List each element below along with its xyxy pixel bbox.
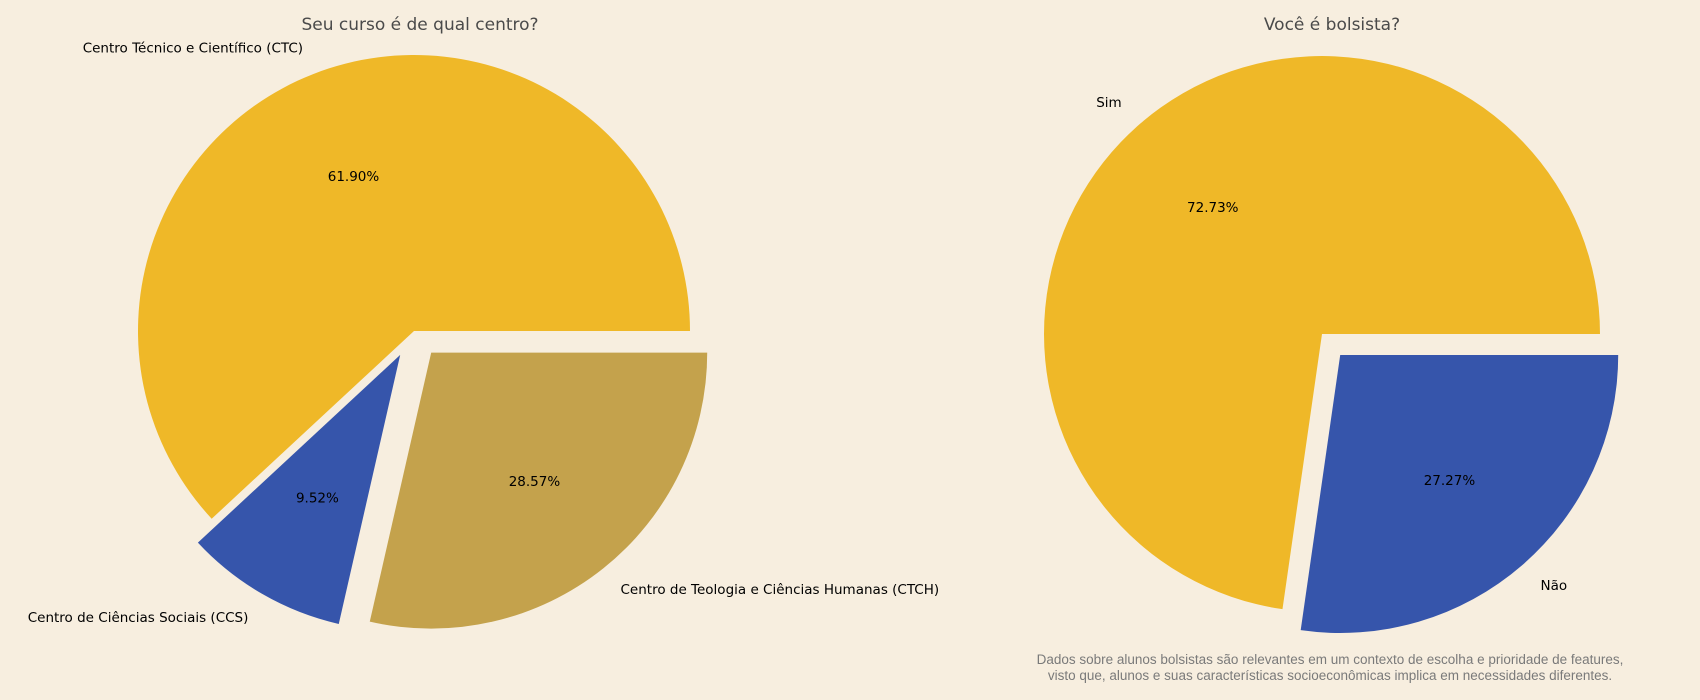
pct-label-bolsista-sim: 72.73% bbox=[1187, 200, 1239, 216]
pct-label-centro-centro-de-teologia-e-ciencias-humanas-ctch: 28.57% bbox=[509, 474, 561, 490]
pie-slice-centro-centro-de-ciencias-sociais-ccs bbox=[197, 354, 401, 624]
pie-chart-centro: 61.90% Centro Técnico e Científico (CTC) 9… bbox=[28, 15, 939, 629]
slice-label-centro-centro-tecnico-e-cientifico-ctc: Centro Técnico e Científico (CTC) bbox=[83, 40, 303, 56]
pct-label-bolsista-nao: 27.27% bbox=[1424, 473, 1476, 489]
pct-label-centro-centro-de-ciencias-sociais-ccs: 9.52% bbox=[296, 490, 339, 506]
pie-slice-bolsista-sim bbox=[1044, 56, 1600, 610]
chart-title-centro: Seu curso é de qual centro? bbox=[301, 15, 538, 35]
footnote: Dados sobre alunos bolsistas são relevan… bbox=[1010, 652, 1650, 684]
pie-slice-centro-centro-de-teologia-e-ciencias-humanas-ctch bbox=[369, 352, 708, 629]
footnote-line-1: Dados sobre alunos bolsistas são relevan… bbox=[1036, 652, 1624, 667]
pct-label-centro-centro-tecnico-e-cientifico-ctc: 61.90% bbox=[328, 169, 380, 185]
slice-label-centro-centro-de-teologia-e-ciencias-humanas-ctch: Centro de Teologia e Ciências Humanas (C… bbox=[620, 582, 939, 598]
slice-label-bolsista-nao: Não bbox=[1540, 578, 1567, 594]
pie-chart-bolsista: 72.73% Sim 27.27% Não Você é bolsista? bbox=[1044, 15, 1619, 634]
slice-label-bolsista-sim: Sim bbox=[1096, 95, 1121, 111]
slice-label-centro-centro-de-ciencias-sociais-ccs: Centro de Ciências Sociais (CCS) bbox=[28, 610, 249, 626]
pie-slice-centro-centro-tecnico-e-cientifico-ctc bbox=[137, 54, 690, 519]
chart-title-bolsista: Você é bolsista? bbox=[1264, 15, 1400, 35]
pie-slice-bolsista-nao bbox=[1300, 355, 1619, 634]
footnote-line-2: visto que, alunos e suas características… bbox=[1047, 668, 1613, 683]
